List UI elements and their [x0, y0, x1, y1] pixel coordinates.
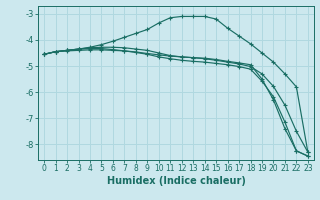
X-axis label: Humidex (Indice chaleur): Humidex (Indice chaleur) — [107, 176, 245, 186]
